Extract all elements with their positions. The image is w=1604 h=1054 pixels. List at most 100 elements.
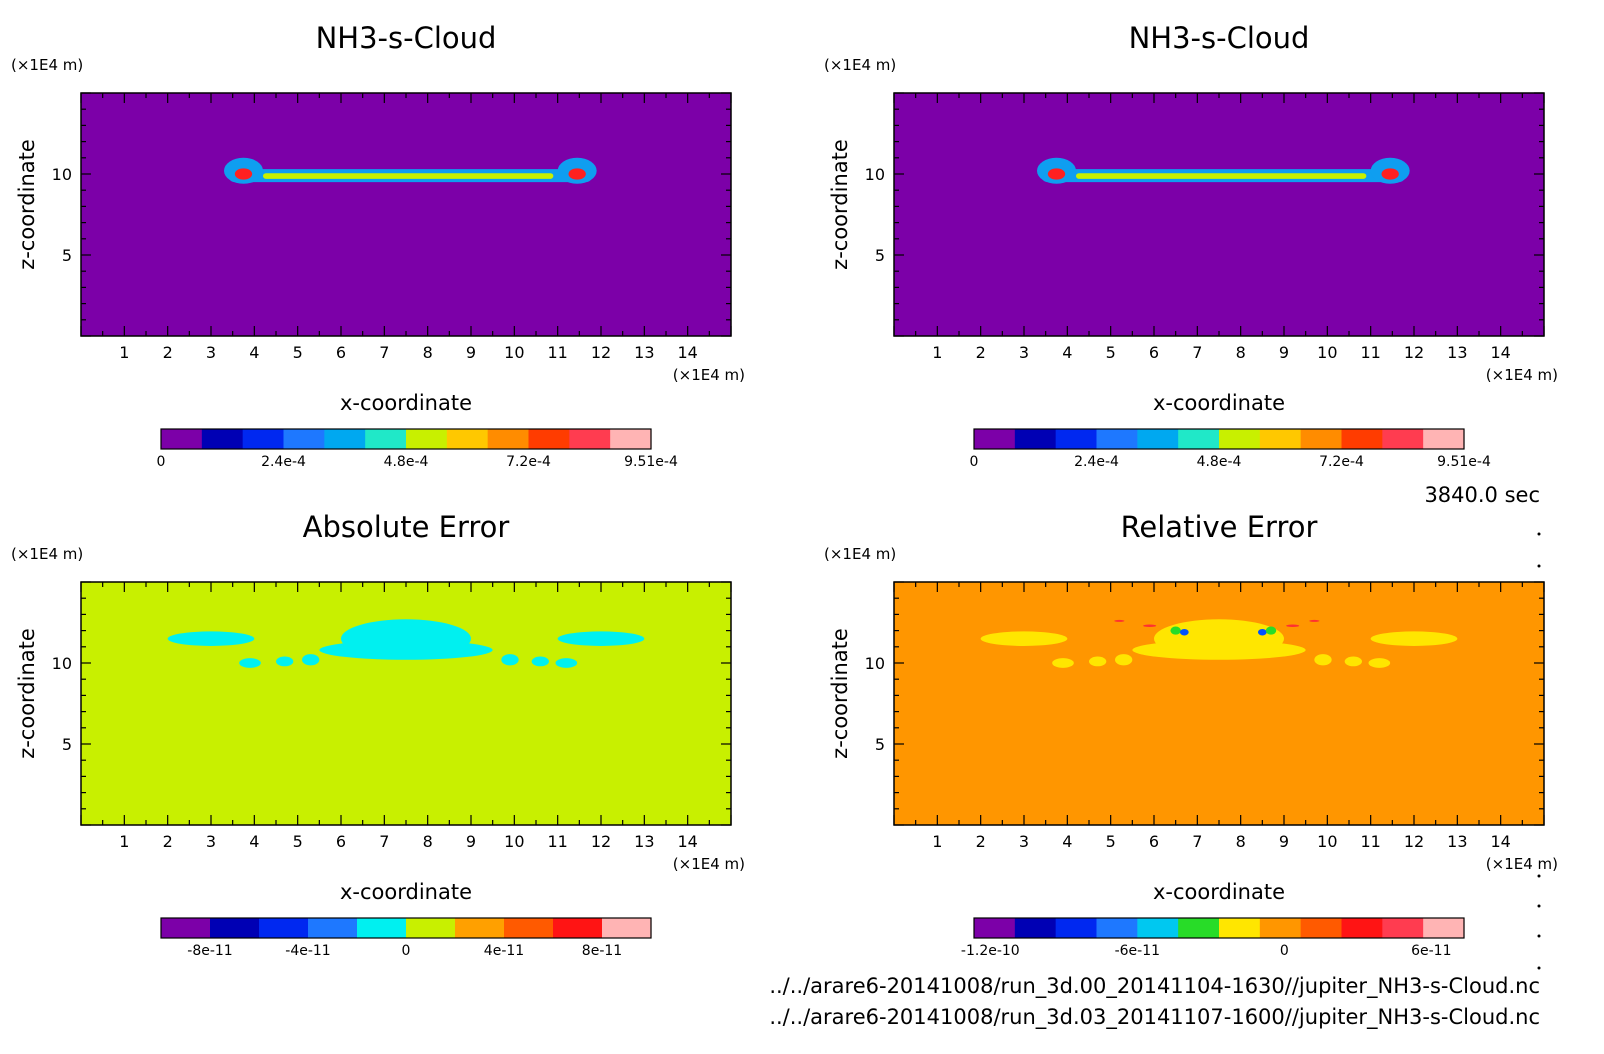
x-tick-label: 1 bbox=[119, 343, 129, 362]
colorbar-swatch bbox=[1423, 918, 1465, 938]
panel-title: NH3-s-Cloud bbox=[1129, 21, 1310, 55]
field-region bbox=[555, 658, 578, 668]
x-tick-label: 6 bbox=[336, 343, 346, 362]
chart-panel-1: NH3-s-Cloud(×1E4 m)1 2 3 4 5 6 7 8 9 10 11 12 13 1451… bbox=[11, 21, 745, 470]
x-tick-label: 9 bbox=[1279, 343, 1289, 362]
colorbar-tick-label: 0 bbox=[970, 454, 979, 470]
colorbar-tick-label: 8e-11 bbox=[582, 943, 622, 959]
y-tick-label: 5 bbox=[875, 246, 885, 265]
field-region bbox=[263, 173, 554, 179]
colorbar-swatch bbox=[1341, 429, 1383, 449]
y-tick-label: 5 bbox=[62, 735, 72, 754]
x-tick-label: 9 bbox=[466, 343, 476, 362]
field-region bbox=[1265, 626, 1277, 635]
y-axis-unit: (×1E4 m) bbox=[824, 56, 896, 74]
x-tick-label: 10 bbox=[504, 343, 524, 362]
x-tick-label: 14 bbox=[677, 832, 697, 851]
colorbar-tick-label: -8e-11 bbox=[187, 943, 232, 959]
x-tick-label: 11 bbox=[1360, 343, 1380, 362]
colorbar-swatch bbox=[1300, 918, 1343, 938]
field-region bbox=[1114, 619, 1125, 622]
chart-panel-3: Absolute Error(×1E4 m)1 2 3 4 5 6 7 8 9 10 11 12 13 1… bbox=[11, 510, 745, 959]
colorbar-swatch bbox=[259, 918, 309, 938]
colorbar-swatch bbox=[504, 918, 554, 938]
chart-panel-4: Relative Error(×1E4 m)1 2 3 4 5 6 7 8 9 10 11 12 13 1… bbox=[824, 510, 1558, 959]
colorbar-swatch bbox=[1137, 429, 1179, 449]
x-tick-label: 14 bbox=[677, 343, 697, 362]
field-region bbox=[1089, 656, 1107, 667]
colorbar-swatch bbox=[242, 429, 285, 449]
colorbar-swatch bbox=[161, 429, 203, 449]
x-axis-label: x-coordinate bbox=[1153, 391, 1285, 415]
chart-panel-2: NH3-s-Cloud(×1E4 m)1 2 3 4 5 6 7 8 9 10 11 12 13 1451… bbox=[824, 21, 1558, 470]
field-region bbox=[531, 656, 549, 667]
colorbar-swatch bbox=[283, 429, 325, 449]
x-tick-label: 7 bbox=[1192, 832, 1202, 851]
x-tick-label: 2 bbox=[976, 343, 986, 362]
x-tick-label: 12 bbox=[1404, 343, 1424, 362]
colorbar-swatch bbox=[1014, 429, 1057, 449]
x-tick-label: 6 bbox=[1149, 343, 1159, 362]
colorbar-swatch bbox=[602, 918, 652, 938]
x-tick-label: 1 bbox=[932, 832, 942, 851]
field-region bbox=[1309, 619, 1320, 622]
colorbar-tick-label: -4e-11 bbox=[285, 943, 330, 959]
colorbar-swatch bbox=[210, 918, 260, 938]
x-axis-unit: (×1E4 m) bbox=[1486, 366, 1558, 384]
x-axis-unit: (×1E4 m) bbox=[673, 855, 745, 873]
x-tick-label: 5 bbox=[1106, 343, 1116, 362]
colorbar-swatch bbox=[1259, 429, 1302, 449]
colorbar-swatch bbox=[610, 429, 652, 449]
colorbar-swatch bbox=[1055, 429, 1098, 449]
x-tick-label: 1 bbox=[119, 832, 129, 851]
field-region bbox=[1132, 640, 1306, 660]
x-tick-label: 6 bbox=[336, 832, 346, 851]
colorbar-swatch bbox=[324, 429, 366, 449]
x-tick-label: 8 bbox=[423, 343, 433, 362]
colorbar-swatch bbox=[1219, 918, 1261, 938]
colorbar-tick-label: 4.8e-4 bbox=[1197, 454, 1242, 470]
tick-marks bbox=[893, 92, 1545, 337]
field-region bbox=[276, 656, 294, 667]
colorbar-swatch bbox=[1055, 918, 1098, 938]
x-tick-label: 8 bbox=[1236, 832, 1246, 851]
colorbar-swatch bbox=[528, 429, 570, 449]
colorbar-swatch bbox=[406, 918, 456, 938]
field-region bbox=[568, 168, 586, 180]
x-tick-label: 9 bbox=[466, 832, 476, 851]
x-tick-label: 14 bbox=[1490, 832, 1510, 851]
x-tick-label: 3 bbox=[1019, 343, 1029, 362]
time-label: 3840.0 sec bbox=[1424, 483, 1540, 507]
y-axis-unit: (×1E4 m) bbox=[11, 545, 83, 563]
panel-title: NH3-s-Cloud bbox=[316, 21, 497, 55]
colorbar-swatch bbox=[1382, 429, 1424, 449]
colorbar-swatch bbox=[1137, 918, 1179, 938]
x-tick-label: 11 bbox=[547, 832, 567, 851]
field-region bbox=[1368, 658, 1391, 668]
x-tick-label: 4 bbox=[249, 343, 259, 362]
x-tick-label: 13 bbox=[1447, 832, 1467, 851]
colorbar-swatch bbox=[1382, 918, 1424, 938]
colorbar-swatch bbox=[308, 918, 358, 938]
x-axis-unit: (×1E4 m) bbox=[673, 366, 745, 384]
x-axis-unit: (×1E4 m) bbox=[1486, 855, 1558, 873]
x-tick-label: 5 bbox=[293, 832, 303, 851]
y-axis-label: z-coordinate bbox=[15, 139, 39, 270]
plot-background bbox=[81, 582, 731, 825]
y-tick-label: 5 bbox=[62, 246, 72, 265]
y-axis-label: z-coordinate bbox=[15, 628, 39, 759]
plot-background bbox=[81, 93, 731, 336]
plot-background bbox=[894, 582, 1544, 825]
colorbar-frame bbox=[973, 917, 1465, 939]
colorbar: -1.2e-10 -6e-11 0 6e-11 bbox=[961, 917, 1465, 959]
colorbar-tick-label: -6e-11 bbox=[1115, 943, 1160, 959]
colorbar-swatch bbox=[357, 918, 407, 938]
colorbar: -8e-11 -4e-11 0 4e-11 8e-11 bbox=[160, 917, 652, 959]
y-tick-label: 5 bbox=[875, 735, 885, 754]
x-tick-label: 13 bbox=[634, 343, 654, 362]
panel-title: Absolute Error bbox=[303, 510, 510, 544]
field-features bbox=[980, 619, 1458, 668]
colorbar-swatch bbox=[455, 918, 505, 938]
tick-marks bbox=[80, 92, 732, 337]
